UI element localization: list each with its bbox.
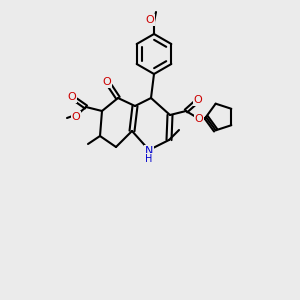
Text: O: O (103, 77, 111, 87)
Text: H: H (145, 154, 153, 164)
Text: O: O (195, 114, 203, 124)
Text: O: O (194, 95, 202, 105)
Text: O: O (146, 15, 154, 25)
Text: N: N (145, 146, 153, 156)
Text: O: O (68, 92, 76, 102)
Text: O: O (72, 112, 80, 122)
